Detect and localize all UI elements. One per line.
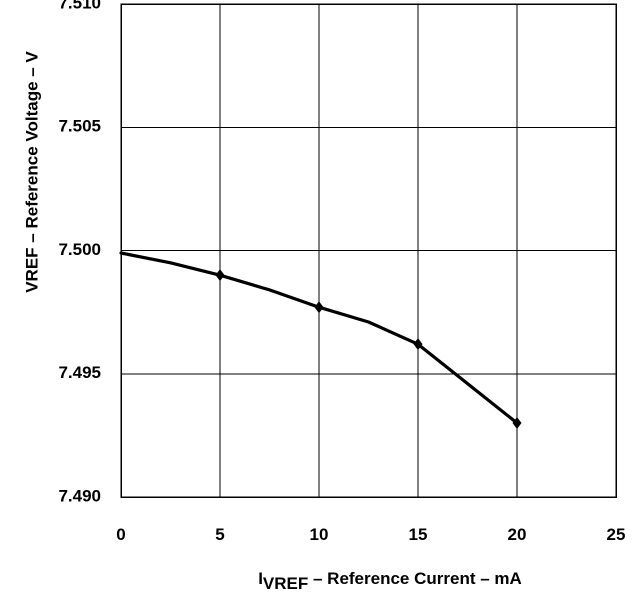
data-point-marker-3 xyxy=(512,417,522,430)
x-axis-title-prefix: I xyxy=(258,569,263,588)
x-axis-title: IVREF – Reference Current – mA xyxy=(258,569,522,593)
x-tick-label-5: 25 xyxy=(607,525,626,544)
x-tick-label-4: 20 xyxy=(508,525,527,544)
y-tick-label-0: 7.510 xyxy=(58,0,101,12)
x-tick-label-3: 15 xyxy=(409,525,428,544)
data-point-marker-0 xyxy=(215,269,225,282)
grid-lines xyxy=(120,3,617,498)
x-axis-title-subscript: VREF xyxy=(263,574,308,593)
x-tick-labels: 0 5 10 15 20 25 xyxy=(116,525,625,544)
plot-frame xyxy=(120,3,617,498)
x-axis-title-rest: – Reference Current – mA xyxy=(308,569,522,588)
y-tick-label-4: 7.490 xyxy=(58,486,101,505)
x-tick-label-0: 0 xyxy=(116,525,125,544)
data-point-marker-2 xyxy=(413,338,423,351)
y-tick-label-2: 7.500 xyxy=(58,240,101,259)
x-tick-label-1: 5 xyxy=(215,525,224,544)
y-tick-label-1: 7.505 xyxy=(58,117,101,136)
x-tick-label-2: 10 xyxy=(310,525,329,544)
y-axis-title: VREF – Reference Voltage – V xyxy=(22,51,41,293)
y-tick-labels: 7.510 7.505 7.500 7.495 7.490 xyxy=(58,0,101,505)
y-tick-label-3: 7.495 xyxy=(58,363,101,382)
series xyxy=(119,251,522,430)
data-point-marker-1 xyxy=(314,301,324,314)
